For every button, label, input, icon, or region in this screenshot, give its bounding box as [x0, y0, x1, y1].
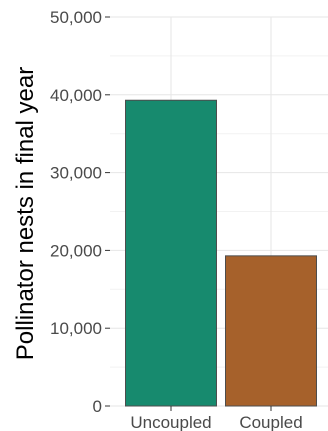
- y-axis-label: Pollinator nests in final year: [12, 67, 39, 360]
- y-tick-label: 20,000: [50, 241, 102, 260]
- y-tick-label: 50,000: [50, 8, 102, 27]
- x-axis: Uncoupled Coupled: [130, 406, 303, 431]
- bar-uncoupled: [125, 99, 217, 407]
- x-tick-label: Coupled: [239, 413, 302, 431]
- bars: [125, 99, 317, 407]
- y-tick-label: 40,000: [50, 86, 102, 105]
- y-axis: 0 10,000 20,000 30,000 40,000 50,000: [50, 8, 110, 416]
- x-tick-label: Uncoupled: [130, 413, 211, 431]
- y-tick-label: 30,000: [50, 164, 102, 183]
- y-tick-label: 0: [93, 397, 102, 416]
- y-tick-label: 10,000: [50, 319, 102, 338]
- bar-coupled: [225, 255, 317, 407]
